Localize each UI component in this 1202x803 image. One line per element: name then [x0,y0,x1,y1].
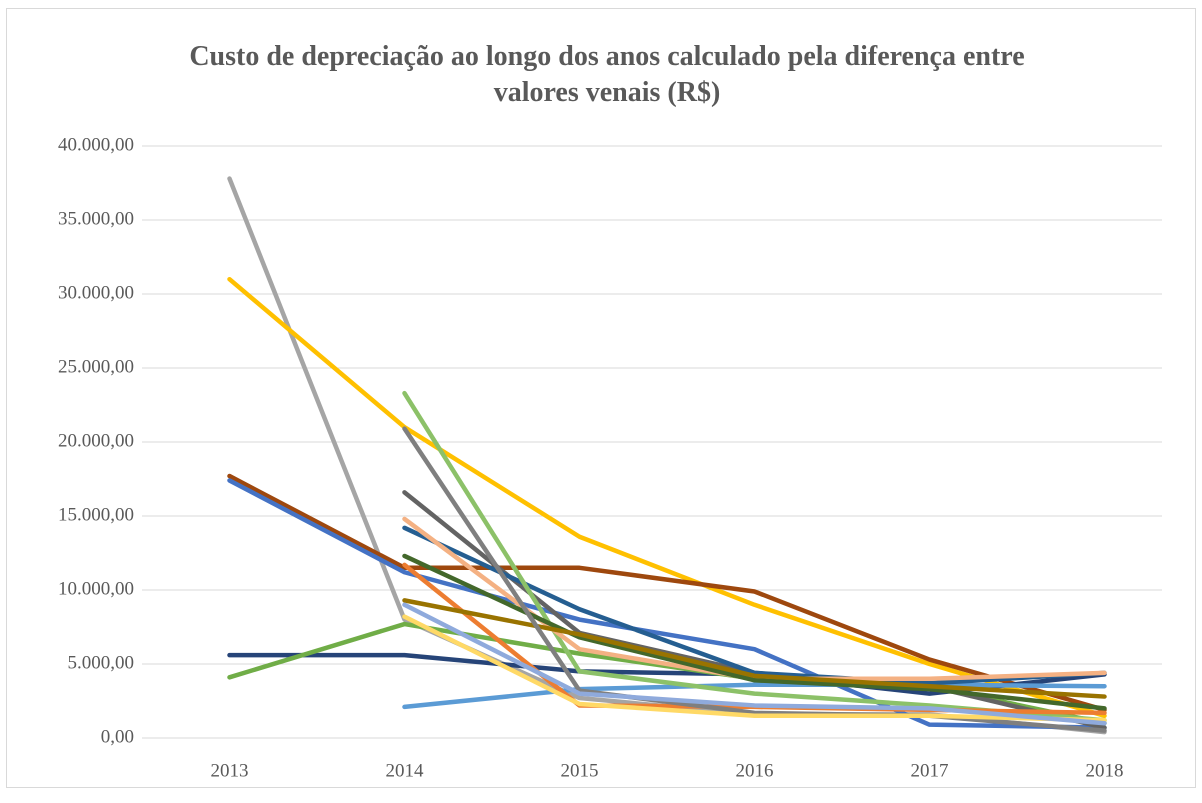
series-line [402,614,1107,723]
series-line [402,426,1107,733]
y-tick-label: 10.000,00 [58,578,134,599]
chart: 0,00 5.000,00 10.000,00 15.000,00 20.000,00 2… [58,134,1162,781]
y-tick-label: 30.000,00 [58,282,134,303]
x-tick-label: 2016 [736,760,774,781]
y-tick-label: 40.000,00 [58,134,134,155]
y-tick-label: 20.000,00 [58,430,134,451]
series-line [227,478,1107,730]
y-tick-label: 35.000,00 [58,208,134,229]
series-line [227,176,1107,735]
series-line [227,276,1107,719]
series-line [402,598,1107,699]
x-tick-label: 2017 [911,760,949,781]
series-line [227,473,1107,713]
y-tick-label: 5.000,00 [68,652,135,673]
x-tick-label: 2014 [386,760,425,781]
chart-frame: Custo de depreciação ao longo dos anos c… [6,8,1196,788]
chart-title: Custo de depreciação ao longo dos anos c… [189,41,1025,108]
series-line [402,553,1107,711]
y-tick-label: 25.000,00 [58,356,134,377]
y-tick-label: 15.000,00 [58,504,134,525]
x-tick-label: 2018 [1086,760,1124,781]
x-tick-label: 2015 [561,760,599,781]
series-line [402,516,1107,682]
x-tick-label: 2013 [211,760,249,781]
y-tick-label: 0,00 [101,726,134,747]
series-line [402,602,1107,726]
series-line [402,682,1107,710]
